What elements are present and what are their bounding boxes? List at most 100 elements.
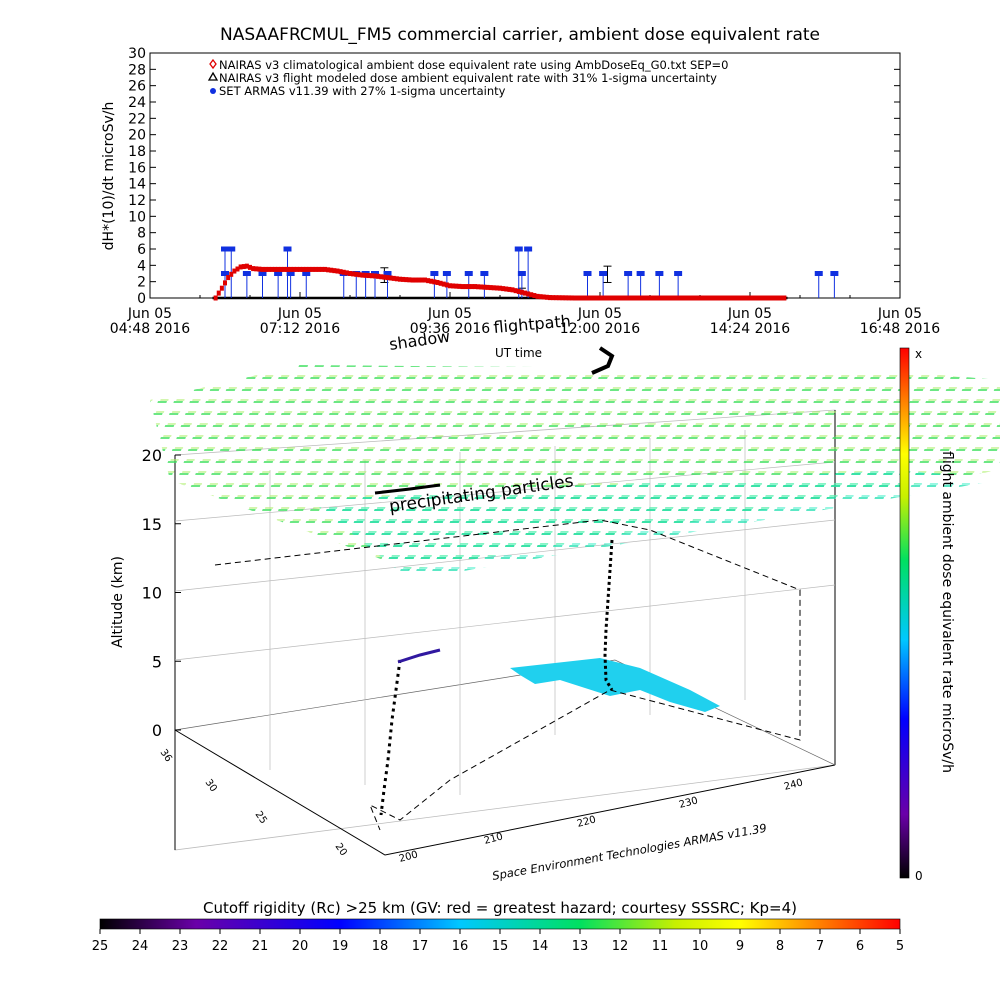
- armas-point: [283, 246, 292, 252]
- climatological-point: [629, 295, 634, 301]
- climatological-point: [723, 295, 727, 301]
- climatological-point: [413, 277, 418, 283]
- x-tick-label-time: 09:36 2016: [410, 321, 491, 337]
- cutoff-tick-label: 11: [652, 939, 669, 954]
- legend-marker-triangle: [207, 71, 219, 81]
- y-tick-label: 2: [137, 275, 146, 291]
- climatological-point: [594, 295, 599, 301]
- cutoff-tick-label: 10: [692, 939, 709, 954]
- x-tick-label-date: Jun 05: [877, 306, 922, 322]
- climatological-point: [519, 289, 524, 295]
- x-tick-label-time: 12:00 2016: [560, 321, 641, 337]
- y-axis-label: dH*(10)/dt microSv/h: [101, 102, 117, 251]
- climatological-point: [260, 266, 265, 272]
- climatological-point: [698, 295, 702, 301]
- climatological-point: [626, 295, 631, 301]
- cutoff-rigidity-title: Cutoff rigidity (Rc) >25 km (GV: red = g…: [203, 899, 797, 917]
- legend-marker-blue-dot: [210, 88, 216, 94]
- climatological-point: [635, 295, 640, 301]
- climatological-point: [591, 295, 596, 301]
- climatological-point: [619, 295, 624, 301]
- climatological-point: [485, 284, 490, 290]
- climatological-point: [369, 273, 374, 279]
- climatological-point: [448, 283, 452, 289]
- climatological-point: [544, 294, 549, 300]
- armas-point: [636, 271, 645, 276]
- armas-point: [286, 271, 295, 276]
- cutoff-tick-label: 15: [492, 939, 509, 954]
- altitude-tick-label: 0: [152, 721, 162, 740]
- longitude-ticks: 200 210 220 230 240: [398, 777, 804, 865]
- climatological-point: [538, 294, 543, 300]
- series-layer: [212, 246, 839, 301]
- y-tick-label: 18: [128, 144, 146, 160]
- armas-point: [480, 271, 489, 276]
- colorbar-title: flight ambient dose equivalent rate micr…: [939, 451, 955, 773]
- climatological-point: [329, 267, 334, 273]
- climatological-point: [326, 267, 331, 273]
- climatological-point: [229, 271, 234, 277]
- dose-rate-surface-lower: [310, 470, 1000, 580]
- climatological-point: [266, 266, 271, 272]
- flightpath-top: [591, 346, 615, 375]
- armas-point: [655, 271, 664, 276]
- armas-point: [830, 271, 839, 276]
- y-tick-label: 20: [128, 128, 146, 144]
- armas-point: [514, 246, 523, 252]
- legend-label-armas: SET ARMAS v11.39 with 27% 1-sigma uncert…: [219, 84, 506, 98]
- climatological-point: [588, 295, 593, 301]
- climatological-point: [613, 295, 618, 301]
- cutoff-tick-label: 6: [856, 939, 864, 954]
- cutoff-tick-label: 8: [776, 939, 784, 954]
- climatological-point: [551, 295, 556, 301]
- depth-tick-label: 20: [333, 841, 349, 858]
- climatological-point: [748, 295, 752, 301]
- climatological-point: [769, 295, 774, 301]
- climatological-point: [607, 295, 612, 301]
- climatological-point: [241, 264, 246, 270]
- climatological-point: [757, 295, 762, 301]
- y-tick-label: 22: [128, 111, 146, 127]
- climatological-point: [429, 278, 434, 284]
- cutoff-tick-label: 7: [816, 939, 824, 954]
- climatological-point: [610, 295, 615, 301]
- altitude-label: Altitude (km): [110, 556, 126, 648]
- climatological-point: [307, 266, 312, 272]
- armas-point: [242, 271, 251, 276]
- altitude-tick-label: 15: [142, 515, 162, 534]
- climatological-point: [663, 295, 668, 301]
- climatological-point: [554, 295, 559, 301]
- climatological-point: [557, 295, 562, 301]
- y-tick-label: 28: [128, 62, 146, 78]
- climatological-point: [535, 293, 540, 299]
- climatological-point: [582, 295, 587, 301]
- climatological-point: [232, 268, 237, 274]
- climatological-point: [379, 274, 384, 280]
- depth-axis-ticks: 36 30 25 20: [158, 747, 349, 858]
- longitude-tick-label: 200: [398, 849, 419, 865]
- longitude-tick-label: 220: [576, 814, 597, 830]
- x-tick-label-date: Jun 05: [577, 306, 622, 322]
- armas-point: [524, 246, 533, 252]
- climatological-point: [444, 282, 449, 288]
- x-axis-label: UT time: [495, 346, 542, 360]
- precip-marker: [374, 483, 441, 495]
- climatological-point: [673, 295, 677, 301]
- climatological-point: [360, 272, 365, 278]
- climatological-point: [760, 295, 765, 301]
- cutoff-tick-label: 13: [572, 939, 589, 954]
- cutoff-tick-label: 23: [172, 939, 189, 954]
- climatological-point: [310, 266, 315, 272]
- climatological-point: [398, 276, 402, 282]
- flightpath-segment: [397, 648, 441, 664]
- climatological-point: [216, 290, 221, 296]
- panel-floor-back: [174, 659, 836, 766]
- cutoff-tick-label: 22: [212, 939, 229, 954]
- climatological-point: [323, 266, 327, 272]
- armas-point: [383, 271, 392, 276]
- colorbar-top-label: x: [915, 347, 922, 361]
- cutoff-tick-label: 16: [452, 939, 469, 954]
- armas-point: [517, 271, 526, 276]
- climatological-point: [254, 266, 259, 272]
